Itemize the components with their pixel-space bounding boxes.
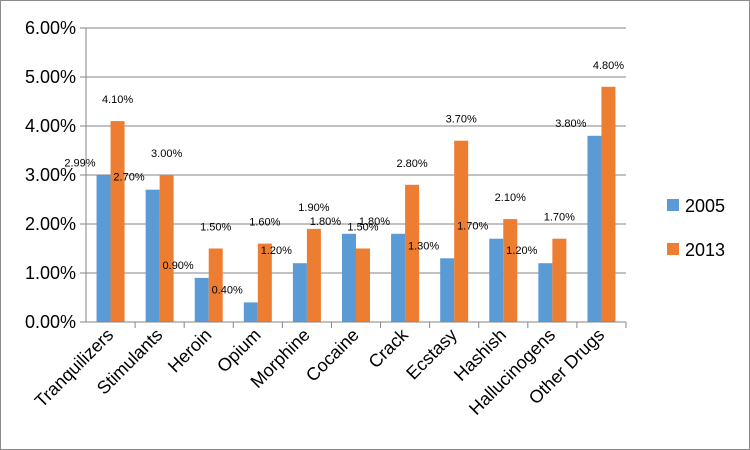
- data-label: 2.10%: [495, 192, 526, 204]
- data-label: 1.30%: [408, 240, 439, 252]
- x-tick-label: Cocaine: [302, 325, 363, 386]
- y-tick-label: 2.00%: [25, 214, 76, 234]
- x-tick-label: Tranquilizers: [31, 325, 118, 412]
- legend-label-2005: 2005: [685, 196, 725, 216]
- y-tick-label: 1.00%: [25, 263, 76, 283]
- data-label: 1.20%: [506, 245, 537, 257]
- bar-2005-crack: [391, 233, 406, 322]
- data-label: 4.10%: [102, 94, 133, 106]
- data-label: 1.50%: [347, 222, 378, 234]
- bar-2013-cocaine: [356, 248, 370, 322]
- bar-2005-hashish: [489, 238, 504, 322]
- data-label: 2.70%: [113, 172, 144, 184]
- data-label: 1.70%: [457, 221, 488, 233]
- data-label: 1.80%: [359, 216, 390, 228]
- x-axis: TranquilizersStimulantsHeroinOpiumMorphi…: [31, 321, 627, 419]
- data-label: 1.60%: [249, 217, 280, 229]
- bar-2005-other-drugs: [587, 135, 602, 322]
- y-axis: 0.00% 1.00% 2.00% 3.00% 4.00% 5.00% 6.00%: [25, 18, 87, 332]
- data-label: 0.90%: [163, 260, 194, 272]
- bar-2005-hallucinogens: [538, 263, 553, 322]
- bar-2005-heroin: [194, 277, 209, 322]
- legend-swatch-2013: [667, 243, 679, 255]
- y-tick-label: 4.00%: [25, 116, 76, 136]
- legend: 2005 2013: [667, 196, 725, 260]
- data-label: 1.50%: [200, 222, 231, 234]
- bar-2013-heroin: [208, 248, 223, 322]
- y-tick-label: 6.00%: [25, 18, 76, 38]
- legend-label-2013: 2013: [685, 240, 725, 260]
- bar-2013-stimulants: [159, 175, 174, 322]
- bar-2005-opium: [243, 302, 258, 322]
- data-label: 4.80%: [593, 60, 624, 72]
- bar-2013-other-drugs: [601, 86, 616, 322]
- bar-2013-crack: [405, 184, 420, 322]
- data-label: 2.99%: [64, 157, 95, 169]
- bar-2005-morphine: [292, 263, 307, 322]
- bar-2005-tranquilizers: [96, 175, 111, 322]
- gridlines: [86, 27, 626, 323]
- bar-2005-cocaine: [342, 233, 356, 322]
- bar-2013-hallucinogens: [552, 238, 567, 322]
- data-label: 1.80%: [310, 216, 341, 228]
- bar-2013-hashish: [503, 219, 518, 322]
- data-label: 3.80%: [555, 118, 586, 130]
- data-label: 0.40%: [212, 284, 243, 296]
- y-tick-label: 0.00%: [25, 312, 76, 332]
- data-label: 1.20%: [261, 245, 292, 257]
- legend-swatch-2005: [667, 199, 679, 211]
- data-label: 3.70%: [446, 114, 477, 126]
- x-tick-label: Hallucinogens: [465, 325, 559, 419]
- bar-2013-tranquilizers: [110, 121, 125, 322]
- bar-2013-opium: [257, 243, 272, 322]
- y-tick-label: 5.00%: [25, 67, 76, 87]
- bar-2005-ecstasy: [440, 258, 455, 322]
- y-tick-label: 3.00%: [25, 165, 76, 185]
- bar-2013-ecstasy: [454, 140, 469, 322]
- data-labels: 2.99% 4.10% 2.70% 3.00% 0.90% 1.50% 0.40% 1.60%…: [64, 60, 624, 297]
- x-tick-label: Heroin: [164, 325, 216, 377]
- data-label: 1.70%: [544, 212, 575, 224]
- bar-2005-stimulants: [145, 189, 160, 322]
- data-label: 3.00%: [151, 148, 182, 160]
- bars: [96, 86, 616, 322]
- bar-2013-morphine: [306, 228, 321, 322]
- data-label: 2.80%: [396, 158, 427, 170]
- data-label: 1.90%: [298, 202, 329, 214]
- x-tick-label: Ecstasy: [402, 325, 461, 384]
